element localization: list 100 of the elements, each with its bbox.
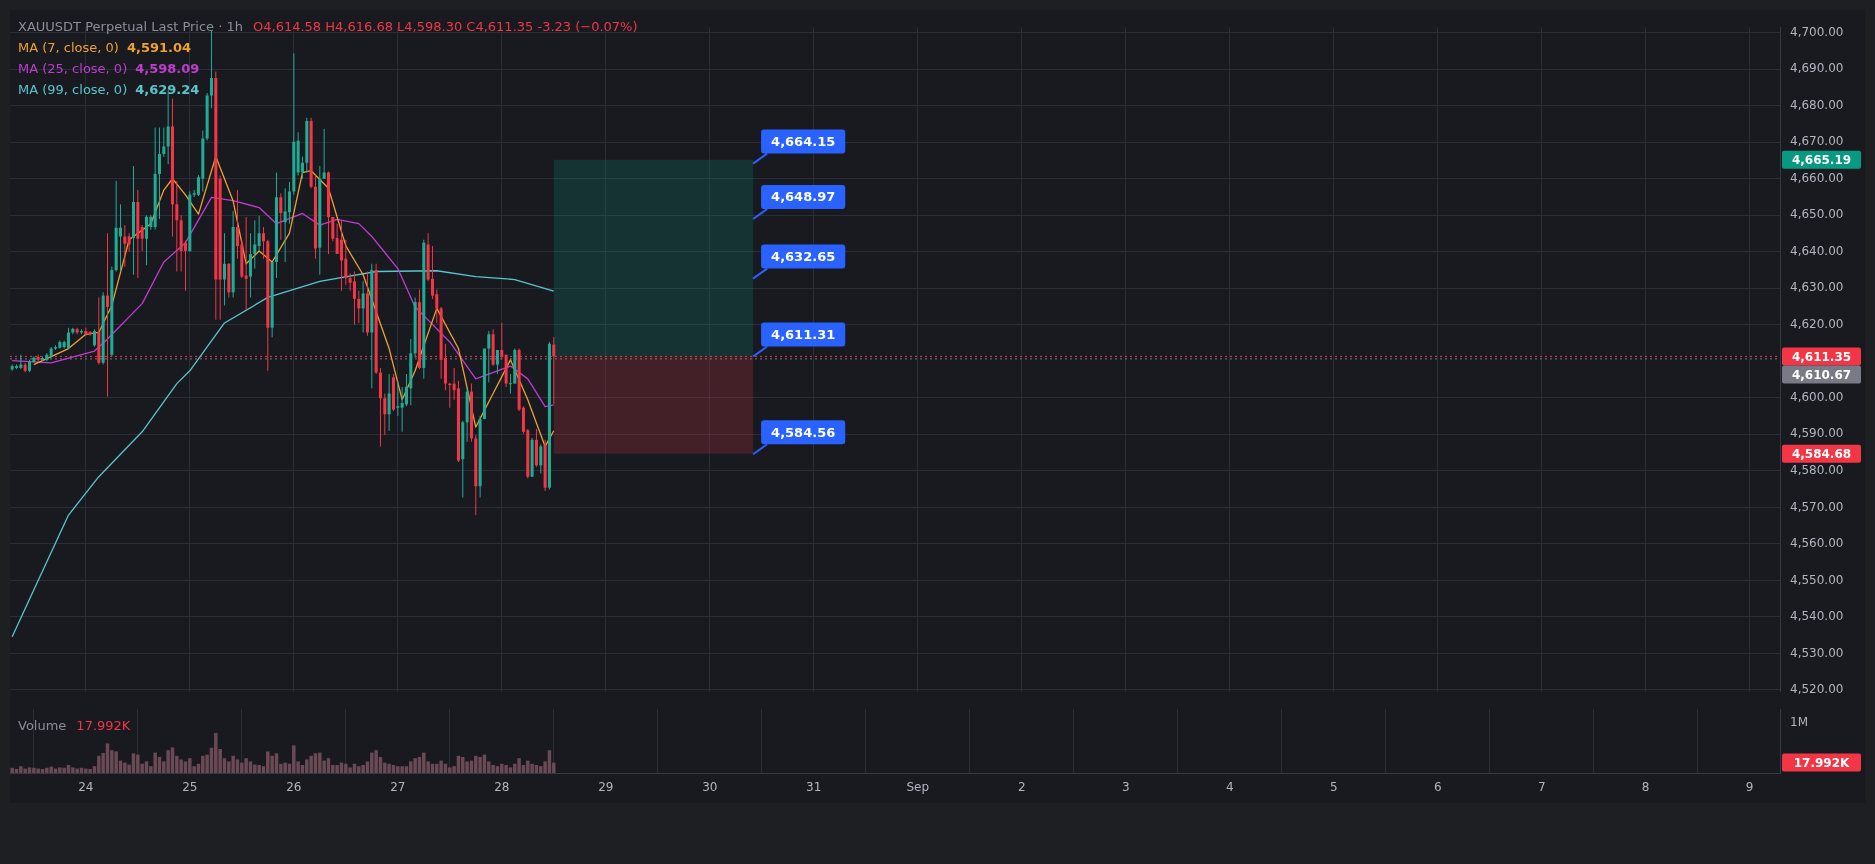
y-tick-label: 4,670.00 — [1790, 134, 1844, 149]
annotation: 4,648.97 — [771, 189, 836, 205]
bar — [292, 745, 296, 773]
y-tick-label: 4,680.00 — [1790, 97, 1844, 112]
bar — [335, 765, 339, 773]
y-tick-label: 4,700.00 — [1790, 24, 1844, 39]
candlestick — [396, 380, 400, 416]
bar — [144, 761, 149, 773]
bar — [478, 757, 482, 773]
y-tick-label: 4,580.00 — [1790, 463, 1844, 477]
annotation: 4,611.31 — [771, 326, 836, 342]
bar — [344, 763, 348, 773]
bar — [114, 751, 118, 773]
annotation: 4,584.56 — [771, 424, 836, 440]
text: MA (99, close, 0) — [18, 82, 128, 97]
annotation: 17.992K — [76, 718, 131, 733]
bar — [400, 766, 404, 773]
bar — [62, 767, 66, 773]
bar — [270, 755, 274, 773]
bar — [71, 767, 75, 773]
bar — [183, 761, 188, 773]
bar — [409, 761, 413, 773]
bar — [305, 759, 309, 773]
bar — [88, 769, 92, 773]
x-tick-label: 2 — [1017, 780, 1026, 795]
chart-title: XAUUSDT Perpetual Last Price · 1h — [18, 19, 244, 34]
y-tick-label: 4,620.00 — [1790, 316, 1844, 331]
y-tick-label: 4,690.00 — [1790, 61, 1844, 76]
bar — [231, 755, 235, 773]
text: MA (25, close, 0) — [18, 61, 128, 76]
annotation: 4,629.24 — [135, 82, 200, 97]
bar — [75, 768, 79, 773]
bar — [508, 767, 513, 773]
bar — [517, 758, 521, 773]
bar — [248, 761, 253, 773]
chart-title: Volume — [18, 718, 67, 733]
ref-line-label: 4,610.67 — [1791, 367, 1852, 382]
bar — [240, 762, 244, 773]
bar — [439, 760, 443, 773]
bar — [32, 767, 36, 773]
bar — [530, 763, 534, 773]
y-tick-label: 4,650.00 — [1790, 207, 1844, 222]
bar — [179, 759, 183, 773]
bar — [201, 755, 205, 773]
bar — [23, 768, 27, 773]
x-tick-label: 29 — [598, 780, 614, 795]
y-tick-label: 4,520.00 — [1790, 682, 1844, 697]
x-tick-label: 24 — [78, 780, 94, 795]
bar — [461, 757, 465, 773]
bar — [84, 768, 88, 773]
bar — [465, 761, 469, 773]
annotation: 4,664.15 — [771, 133, 836, 149]
y-tick-label: 4,640.00 — [1790, 243, 1844, 258]
bar — [45, 767, 49, 773]
x-tick-label: 9 — [1745, 780, 1754, 795]
bar — [348, 767, 352, 773]
annotation: O4,614.58 H4,616.68 L4,598.30 C4,611.35 -3.23 (−0.07%) — [253, 19, 638, 34]
bar — [27, 767, 32, 773]
bar — [244, 758, 248, 773]
bar — [36, 768, 40, 773]
bar — [97, 755, 101, 773]
bar — [474, 755, 478, 773]
text: MA (7, close, 0) — [18, 40, 119, 55]
x-tick-label: 27 — [390, 780, 406, 795]
x-tick-label: 26 — [286, 780, 302, 795]
text: 4,665.19 — [1791, 152, 1852, 167]
x-tick-label: Sep — [906, 780, 930, 795]
bar — [500, 763, 504, 773]
bar — [370, 752, 374, 773]
x-tick-label: 25 — [182, 780, 198, 795]
y-tick-label: 4,600.00 — [1790, 389, 1844, 404]
bar — [422, 752, 426, 773]
bar — [413, 758, 417, 773]
bar — [448, 767, 452, 773]
y-tick-label: 4,570.00 — [1790, 499, 1844, 514]
text: 17.992K — [1793, 755, 1850, 770]
x-tick-label: 30 — [702, 780, 718, 795]
bar — [10, 767, 14, 773]
bar — [136, 754, 140, 773]
bar — [357, 766, 361, 773]
bar — [396, 766, 400, 773]
bar — [123, 762, 127, 773]
y-tick-label: 4,590.00 — [1790, 426, 1844, 441]
annotation: 4,591.04 — [126, 40, 192, 55]
candlestick — [244, 217, 248, 311]
x-tick-label: 4 — [1225, 780, 1234, 795]
x-tick-label: 5 — [1329, 780, 1338, 795]
x-tick-label: 28 — [494, 780, 510, 795]
x-tick-label: 3 — [1121, 780, 1130, 795]
bar — [188, 758, 192, 773]
bar — [153, 752, 157, 773]
x-tick-label: 8 — [1641, 780, 1650, 795]
bar — [318, 752, 322, 773]
bar — [526, 760, 530, 773]
ref-line-label: 4,611.35 — [1791, 349, 1852, 364]
x-tick-label: 7 — [1537, 780, 1546, 795]
bar — [166, 750, 170, 773]
y-tick-label: 4,530.00 — [1790, 645, 1844, 660]
bar — [374, 750, 378, 773]
bar — [309, 755, 313, 773]
